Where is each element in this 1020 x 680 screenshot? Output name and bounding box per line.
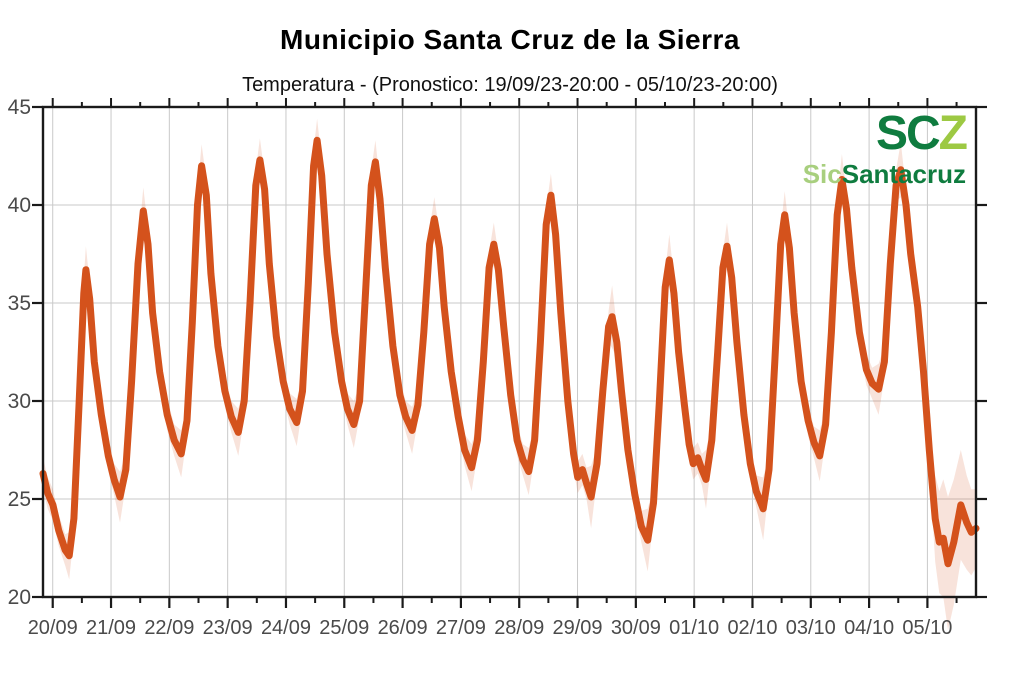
x-axis-label: 27/09 <box>436 617 486 639</box>
scz-logo-z: Z <box>938 107 968 160</box>
scz-logo-sic: Sic <box>802 159 842 189</box>
scz-logo-sc: SC <box>875 107 941 160</box>
x-axis-label: 02/10 <box>727 617 777 639</box>
scz-logo-mark: SCZ <box>803 107 968 160</box>
x-axis-label: 04/10 <box>844 617 894 639</box>
y-axis-label: 25 <box>8 488 31 511</box>
chart-subtitle: Temperatura - (Pronostico: 19/09/23-20:0… <box>242 74 778 96</box>
y-axis-label: 20 <box>8 586 31 609</box>
x-axis-label: 23/09 <box>203 617 253 639</box>
x-axis-label: 29/09 <box>553 617 603 639</box>
x-axis-label: 24/09 <box>261 617 311 639</box>
plot-border <box>41 105 978 599</box>
x-axis-label: 03/10 <box>786 617 836 639</box>
x-axis-label: 21/09 <box>86 617 136 639</box>
y-axis-label: 40 <box>8 194 31 217</box>
y-axis-label: 35 <box>8 292 31 315</box>
y-axis-label: 30 <box>8 390 31 413</box>
temperature-forecast-line <box>39 136 980 568</box>
x-axis-label: 22/09 <box>144 617 194 639</box>
x-axis-label: 30/09 <box>611 617 661 639</box>
x-axis-label: 28/09 <box>494 617 544 639</box>
scz-logo: SCZ SicSantacruz <box>803 107 968 188</box>
scz-logo-subtitle: SicSantacruz <box>803 161 966 187</box>
chart-title: Municipio Santa Cruz de la Sierra <box>280 24 740 55</box>
x-axis-label: 01/10 <box>669 617 719 639</box>
x-axis-label: 25/09 <box>319 617 369 639</box>
x-axis-label: 05/10 <box>902 617 952 639</box>
x-axis-label: 20/09 <box>28 617 78 639</box>
y-axis-label: 45 <box>8 96 31 119</box>
x-axis-label: 26/09 <box>378 617 428 639</box>
scz-logo-santacruz: Santacruz <box>841 159 966 189</box>
